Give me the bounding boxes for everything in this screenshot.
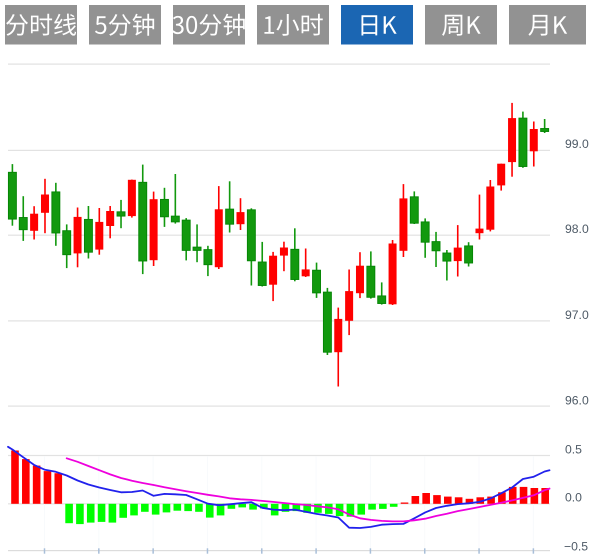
svg-text:97.0: 97.0: [565, 308, 589, 322]
svg-text:99.0: 99.0: [565, 137, 589, 151]
svg-text:96.0: 96.0: [565, 394, 589, 408]
svg-text:0.0: 0.0: [565, 490, 582, 504]
svg-text:0.5: 0.5: [565, 442, 582, 456]
svg-text:−0.5: −0.5: [564, 540, 588, 554]
svg-text:98.0: 98.0: [565, 222, 589, 236]
